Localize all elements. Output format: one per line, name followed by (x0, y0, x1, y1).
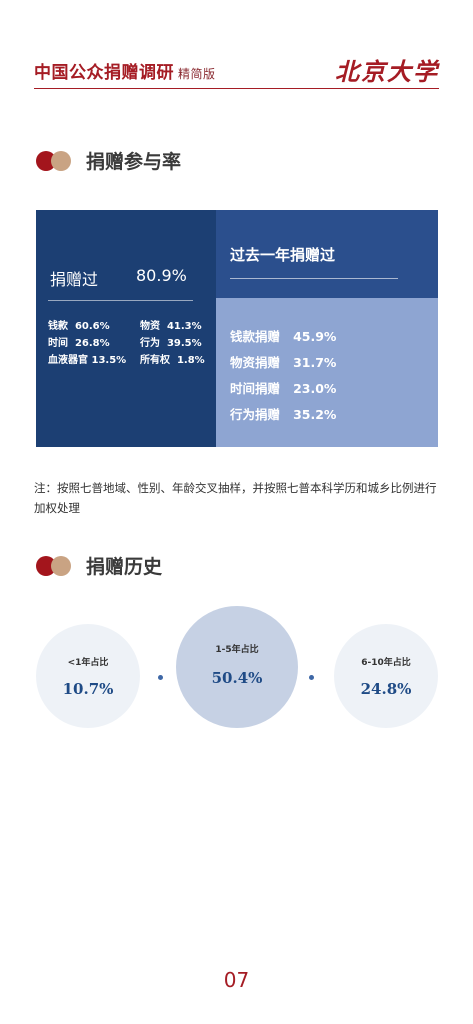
history-circle-6-10yr: 6-10年占比 24.8% (334, 624, 438, 728)
panel-divider (48, 300, 193, 301)
report-title-text: 中国公众捐赠调研 (34, 63, 174, 83)
sampling-note: 注：按照七普地域、性别、年龄交叉抽样，并按照七普本科学历和城乡比例进行加权处理 (34, 481, 437, 515)
grid-cell: 时间 26.8% (48, 338, 110, 349)
grid-cell: 物资 41.3% (140, 321, 202, 332)
page-number: 07 (223, 968, 250, 992)
circle-label: 1-5年占比 (215, 645, 259, 655)
history-circle-1-5yr: 1-5年占比 50.4% (176, 606, 298, 728)
list-item: 时间捐赠 23.0% (230, 381, 337, 396)
donated-value: 80.9% (136, 266, 187, 285)
list-item: 物资捐赠 31.7% (230, 355, 337, 370)
past-year-title: 过去一年捐赠过 (230, 246, 336, 264)
report-subtitle: 精简版 (178, 67, 216, 81)
grid-row: 血液器官 13.5% 所有权 1.8% (48, 352, 213, 369)
list-item: 行为捐赠 35.2% (230, 407, 337, 422)
section-title: 捐赠历史 (86, 556, 163, 578)
panel-divider (230, 278, 398, 279)
header-divider (34, 88, 439, 89)
history-circle-under-1yr: <1年占比 10.7% (36, 624, 140, 728)
section-dots-icon (36, 556, 74, 576)
report-title: 中国公众捐赠调研 精简版 (34, 58, 216, 83)
university-logo: 北京大学 (335, 57, 439, 86)
page-header: 中国公众捐赠调研 精简版 北京大学 (34, 50, 439, 92)
donated-label: 捐赠过 (50, 270, 99, 289)
tan-dot (51, 556, 71, 576)
grid-cell: 血液器官 13.5% (48, 355, 127, 366)
past-year-list: 钱款捐赠 45.9% 物资捐赠 31.7% 时间捐赠 23.0% 行为捐赠 35… (230, 324, 336, 428)
grid-cell: 所有权 1.8% (140, 355, 205, 366)
past-year-header-panel: 过去一年捐赠过 (216, 210, 438, 298)
section-dots-icon (36, 151, 74, 171)
donated-panel: 捐赠过 80.9% 钱款 60.6% 物资 41.3% 时间 26.8% 行为 … (36, 210, 216, 447)
separator-dot (309, 675, 314, 680)
separator-dot (158, 675, 163, 680)
circle-value: 24.8% (360, 680, 412, 698)
grid-cell: 钱款 60.6% (48, 321, 110, 332)
list-item: 钱款捐赠 45.9% (230, 329, 337, 344)
donation-type-grid: 钱款 60.6% 物资 41.3% 时间 26.8% 行为 39.5% 血液器官… (48, 318, 213, 369)
section-title: 捐赠参与率 (86, 151, 182, 173)
section-participation-heading: 捐赠参与率 (36, 145, 336, 175)
circle-label: 6-10年占比 (361, 658, 411, 668)
tan-dot (51, 151, 71, 171)
past-year-list-panel: 钱款捐赠 45.9% 物资捐赠 31.7% 时间捐赠 23.0% 行为捐赠 35… (216, 298, 438, 447)
section-history-heading: 捐赠历史 (36, 550, 336, 580)
circle-value: 50.4% (211, 669, 263, 687)
grid-row: 时间 26.8% 行为 39.5% (48, 335, 213, 352)
circle-value: 10.7% (62, 680, 114, 698)
grid-cell: 行为 39.5% (140, 338, 202, 349)
circle-label: <1年占比 (67, 658, 109, 668)
grid-row: 钱款 60.6% 物资 41.3% (48, 318, 213, 335)
